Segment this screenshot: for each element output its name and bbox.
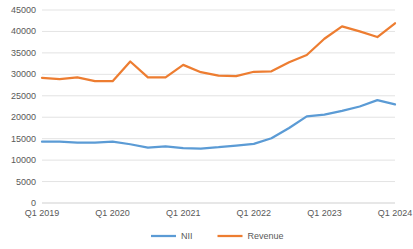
y-tick-label: 0 (31, 198, 36, 208)
y-tick-label: 30000 (11, 69, 36, 79)
y-tick-label: 20000 (11, 112, 36, 122)
x-axis: Q1 2019 Q1 2020 Q1 2021 Q1 2022 Q1 2023 Q1 20… (25, 208, 413, 218)
series-line (42, 23, 395, 81)
legend-swatch (151, 235, 176, 237)
y-tick-label: 5000 (16, 177, 36, 187)
legend-label: Revenue (248, 231, 284, 241)
chart-svg: 0 5000 10000 15000 20000 25000 30000 35000 40000… (0, 0, 413, 249)
y-tick-label: 15000 (11, 134, 36, 144)
grid-line (42, 160, 395, 161)
grid-line (42, 95, 395, 96)
y-tick-label: 40000 (11, 26, 36, 36)
grid-line (42, 181, 395, 182)
chart-container: 0 5000 10000 15000 20000 25000 30000 35000 40000… (0, 0, 413, 249)
legend: NII Revenue (151, 231, 284, 241)
grid-line (42, 52, 395, 53)
y-tick-label: 25000 (11, 91, 36, 101)
legend-swatch (218, 235, 243, 237)
grid-line (42, 31, 395, 32)
x-tick-label: Q1 2019 (25, 208, 60, 218)
x-tick-label: Q1 2021 (166, 208, 201, 218)
legend-label: NII (181, 231, 193, 241)
x-tick-label: Q1 2020 (95, 208, 130, 218)
grid-line (42, 203, 395, 204)
y-tick-label: 45000 (11, 5, 36, 15)
x-tick-label: Q1 2024 (378, 208, 413, 218)
y-tick-label: 35000 (11, 48, 36, 58)
grid-line (42, 138, 395, 139)
series-line (42, 100, 395, 148)
grid-line (42, 117, 395, 118)
x-tick-label: Q1 2023 (307, 208, 342, 218)
y-tick-label: 10000 (11, 155, 36, 165)
x-tick-label: Q1 2022 (237, 208, 272, 218)
plot-area (42, 23, 395, 148)
y-axis: 0 5000 10000 15000 20000 25000 30000 35000 40000… (11, 5, 395, 208)
grid-line (42, 10, 395, 11)
